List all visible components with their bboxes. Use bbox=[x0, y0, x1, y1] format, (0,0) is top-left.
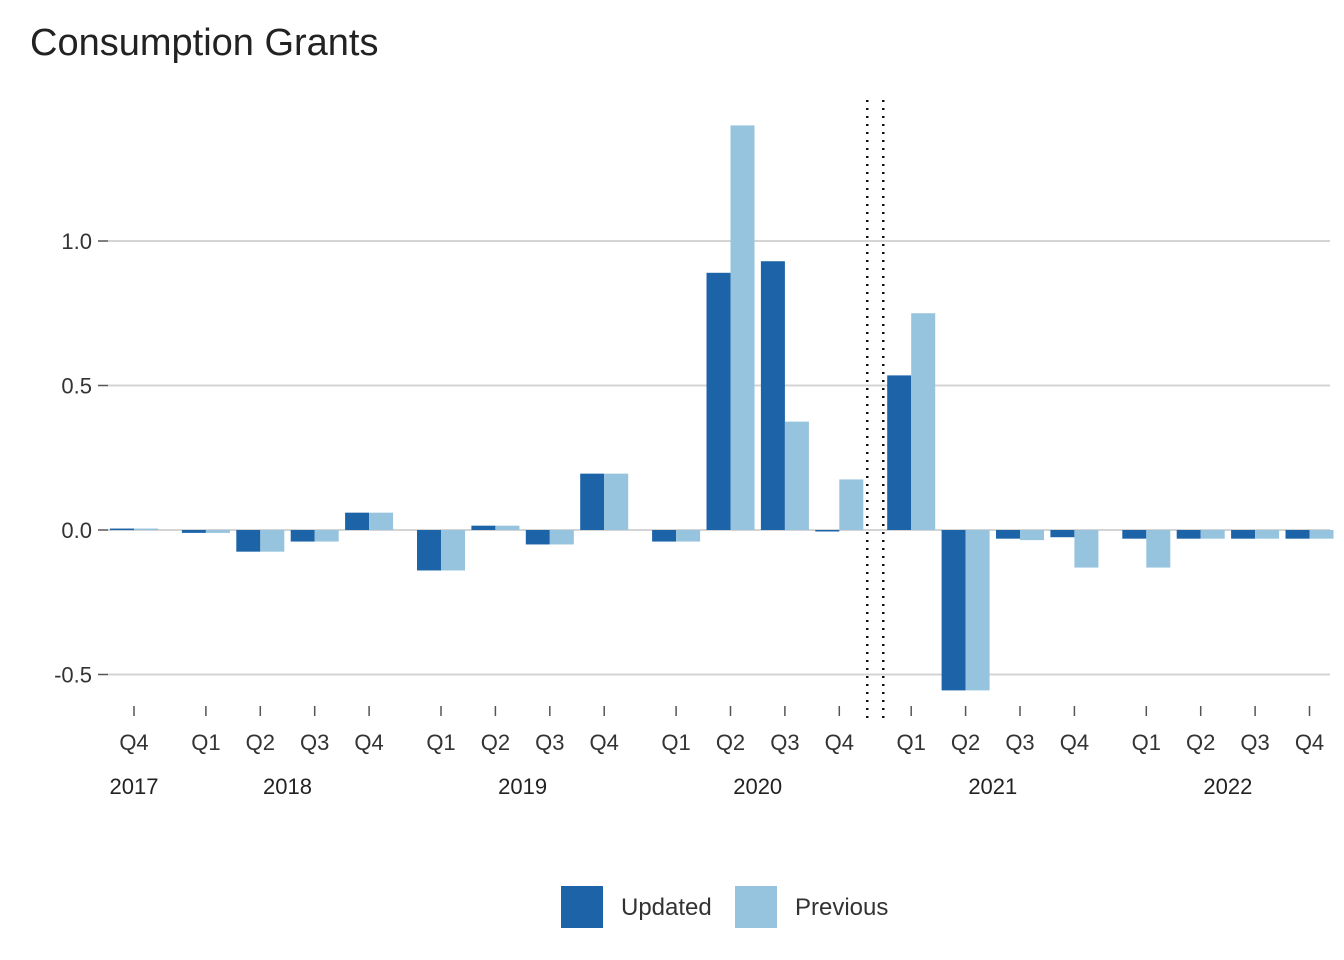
bar-previous bbox=[260, 530, 285, 552]
bar-previous bbox=[1255, 530, 1280, 539]
x-tick-label: Q1 bbox=[426, 730, 455, 755]
bar-updated bbox=[290, 530, 315, 542]
bar-previous bbox=[369, 512, 394, 530]
legend-swatch-previous bbox=[735, 886, 777, 928]
bar-updated bbox=[345, 512, 370, 530]
bar-updated bbox=[471, 525, 496, 530]
x-tick-label: Q2 bbox=[1186, 730, 1215, 755]
bar-previous bbox=[1309, 530, 1334, 539]
year-label: 2022 bbox=[1203, 774, 1252, 799]
year-label: 2020 bbox=[733, 774, 782, 799]
bar-updated bbox=[887, 375, 912, 530]
year-label: 2017 bbox=[110, 774, 159, 799]
x-tick-label: Q2 bbox=[716, 730, 745, 755]
bar-previous bbox=[784, 421, 809, 530]
y-tick-label: -0.5 bbox=[54, 663, 92, 688]
bar-previous bbox=[1074, 530, 1099, 568]
bar-previous bbox=[730, 125, 755, 531]
x-tick-label: Q3 bbox=[1005, 730, 1034, 755]
bar-updated bbox=[181, 530, 206, 533]
bar-previous bbox=[495, 525, 520, 530]
x-tick-label: Q1 bbox=[897, 730, 926, 755]
bar-previous bbox=[205, 530, 230, 533]
bar-updated bbox=[941, 530, 966, 691]
x-tick-label: Q4 bbox=[590, 730, 619, 755]
x-tick-label: Q3 bbox=[535, 730, 564, 755]
bar-previous bbox=[1020, 530, 1044, 541]
x-tick-label: Q4 bbox=[1060, 730, 1089, 755]
bar-previous bbox=[965, 530, 990, 691]
y-tick-label: 1.0 bbox=[61, 229, 92, 254]
bar-previous bbox=[604, 473, 629, 530]
bar-previous bbox=[1146, 530, 1171, 568]
chart-plot: -0.5 0.0 0.5 1.0 Q4 Q1 Q2 Q3 Q4 Q1 Q2 Q3 Q4 Q1 Q2 Q3 Q4 Q… bbox=[54, 100, 1334, 799]
y-tick-label: 0.5 bbox=[61, 374, 92, 399]
x-tick-label: Q1 bbox=[1132, 730, 1161, 755]
bar-updated bbox=[996, 530, 1020, 539]
x-tick-label: Q3 bbox=[300, 730, 329, 755]
chart-title: Consumption Grants bbox=[30, 22, 379, 64]
bar-updated bbox=[580, 473, 605, 530]
bar-updated bbox=[815, 530, 840, 532]
x-tick-label: Q2 bbox=[246, 730, 275, 755]
bar-previous bbox=[314, 530, 339, 542]
x-tick-label: Q3 bbox=[1240, 730, 1269, 755]
bar-previous bbox=[549, 530, 574, 545]
x-tick-label: Q1 bbox=[191, 730, 220, 755]
bar-updated bbox=[236, 530, 261, 552]
x-tick-label: Q3 bbox=[770, 730, 799, 755]
x-tick-label: Q2 bbox=[481, 730, 510, 755]
bar-updated bbox=[652, 530, 677, 542]
legend-label-previous: Previous bbox=[795, 894, 889, 921]
legend-label-updated: Updated bbox=[621, 894, 712, 921]
bar-updated bbox=[706, 272, 731, 530]
bar-previous bbox=[1200, 530, 1225, 539]
y-tick-label: 0.0 bbox=[61, 518, 92, 543]
bar-previous bbox=[839, 479, 864, 530]
year-label: 2018 bbox=[263, 774, 312, 799]
year-label: 2021 bbox=[968, 774, 1017, 799]
legend-swatch-updated bbox=[561, 886, 603, 928]
bar-previous bbox=[134, 528, 158, 531]
x-tick-label: Q1 bbox=[661, 730, 690, 755]
x-tick-label: Q4 bbox=[354, 730, 383, 755]
bar-updated bbox=[1285, 530, 1310, 539]
bar-updated bbox=[1231, 530, 1256, 539]
bar-updated bbox=[1050, 530, 1075, 538]
bar-updated bbox=[110, 528, 134, 531]
bar-updated bbox=[417, 530, 441, 571]
bar-updated bbox=[525, 530, 550, 545]
bar-previous bbox=[911, 313, 936, 530]
bar-updated bbox=[760, 261, 785, 530]
legend: Updated Previous bbox=[0, 886, 1344, 930]
bar-previous bbox=[676, 530, 701, 542]
bar-previous bbox=[441, 530, 465, 571]
year-label: 2019 bbox=[498, 774, 547, 799]
x-tick-label: Q4 bbox=[1295, 730, 1324, 755]
x-tick-label: Q4 bbox=[825, 730, 854, 755]
x-tick-label: Q2 bbox=[951, 730, 980, 755]
bar-updated bbox=[1122, 530, 1147, 539]
x-tick-label: Q4 bbox=[119, 730, 148, 755]
bar-updated bbox=[1176, 530, 1201, 539]
